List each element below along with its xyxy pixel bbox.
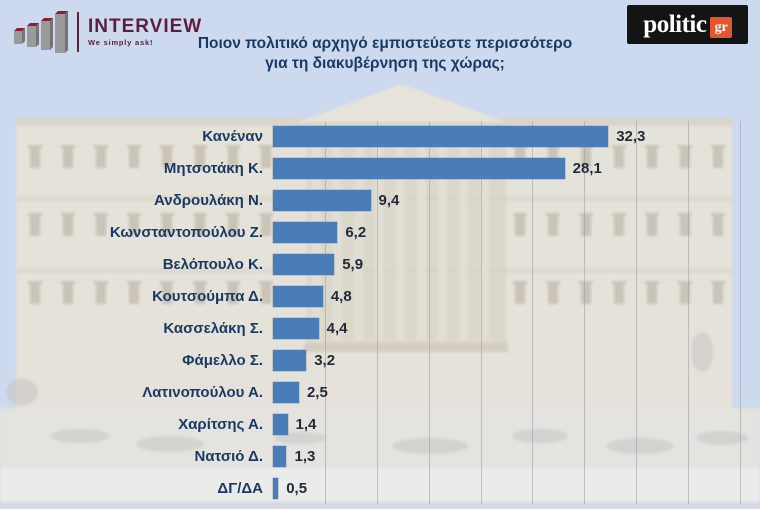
chart-row: Φάμελλο Σ. 3,2 [0,344,760,376]
title-line-2: για τη διακυβέρνηση της χώρας; [265,55,505,72]
plot-area: 4,8 [273,281,740,313]
value-label: 1,4 [295,415,317,433]
bar [273,158,565,180]
bar [273,445,287,467]
category-label: Βελόπουλο Κ. [162,256,263,274]
plot-area: 2,5 [273,376,740,408]
chart-row: Μητσοτάκη Κ. 28,1 [0,153,760,185]
plot-area: 3,2 [273,344,740,376]
politic-logo: politic gr [627,5,748,44]
bar [273,381,299,403]
bar [273,477,279,499]
gridline [740,121,741,504]
bar-chart-icon [14,11,68,53]
plot-area: 9,4 [273,185,740,217]
chart-row: Χαρίτσης Α. 1,4 [0,408,760,440]
interview-logo: INTERVIEW We simply ask! [12,8,202,56]
bar [273,317,319,339]
category-label: Χαρίτσης Α. [178,415,263,433]
bar [273,286,323,308]
gridlines [273,121,741,504]
plot-area: 5,9 [273,249,740,281]
value-label: 3,2 [314,351,336,369]
gridline [480,121,482,504]
value-label: 32,3 [616,128,646,146]
value-label: 2,5 [306,383,328,401]
chart-row: Κασσελάκη Σ. 4,4 [0,313,760,345]
gridline [324,121,326,504]
category-label: Κωνσταντοπούλου Ζ. [109,224,263,242]
category-label: Φάμελλο Σ. [182,351,263,369]
gridline [584,121,586,504]
plot-area: 1,3 [273,440,740,472]
plot-area: 1,4 [273,408,740,440]
value-label: 9,4 [378,192,400,210]
value-label: 5,9 [342,256,364,274]
category-label: Ανδρουλάκη Ν. [154,192,263,210]
value-label: 28,1 [572,160,602,178]
category-label: Νατσιό Δ. [194,447,263,465]
poll-question-title: Ποιον πολιτικό αρχηγό εμπιστεύεστε περισ… [150,34,620,74]
bar [273,222,338,244]
plot-area: 4,4 [273,313,740,345]
politic-gr-badge: gr [710,17,732,38]
bar [273,413,288,435]
title-line-1: Ποιον πολιτικό αρχηγό εμπιστεύεστε περισ… [197,35,573,52]
interview-tagline: We simply ask! [88,38,154,47]
value-label: 1,3 [294,447,316,465]
logo-divider [77,12,79,52]
interview-logo-text: INTERVIEW We simply ask! [88,16,203,48]
category-label: ΔΓ/ΔΑ [217,479,263,497]
politic-brand-name: politic [643,11,707,38]
value-label: 0,5 [286,479,308,497]
bar [273,126,609,148]
chart-row: Κουτσούμπα Δ. 4,8 [0,281,760,313]
chart-row: Κανέναν 32,3 [0,121,760,153]
gridline [376,121,378,504]
chart-row: Βελόπουλο Κ. 5,9 [0,249,760,281]
bar [273,349,307,371]
category-label: Κασσελάκη Σ. [163,319,263,337]
gridline [428,121,430,504]
interview-brand-name: INTERVIEW [88,16,203,37]
category-label: Κανέναν [202,128,263,146]
gridline [532,121,534,504]
chart-row: Νατσιό Δ. 1,3 [0,440,760,472]
plot-area: 0,5 [273,472,740,504]
category-label: Μητσοτάκη Κ. [163,160,263,178]
category-label: Κουτσούμπα Δ. [152,288,263,306]
bar-chart: Κανέναν 32,3 Μητσοτάκη Κ. 28,1 Ανδρουλάκη Ν.… [0,121,760,504]
chart-row: Λατινοπούλου Α. 2,5 [0,376,760,408]
value-label: 6,2 [345,224,367,242]
chart-row: Ανδρουλάκη Ν. 9,4 [0,185,760,217]
chart-rows: Κανέναν 32,3 Μητσοτάκη Κ. 28,1 Ανδρουλάκη Ν.… [0,121,760,504]
chart-row: Κωνσταντοπούλου Ζ. 6,2 [0,217,760,249]
gridline [636,121,638,504]
bar [273,254,335,276]
plot-area: 32,3 [273,121,740,153]
chart-row: ΔΓ/ΔΑ 0,5 [0,472,760,504]
value-label: 4,4 [326,319,348,337]
gridline [688,121,690,504]
bar [273,190,371,212]
plot-area: 28,1 [273,153,740,185]
value-label: 4,8 [330,288,352,306]
category-label: Λατινοπούλου Α. [142,383,263,401]
plot-area: 6,2 [273,217,740,249]
